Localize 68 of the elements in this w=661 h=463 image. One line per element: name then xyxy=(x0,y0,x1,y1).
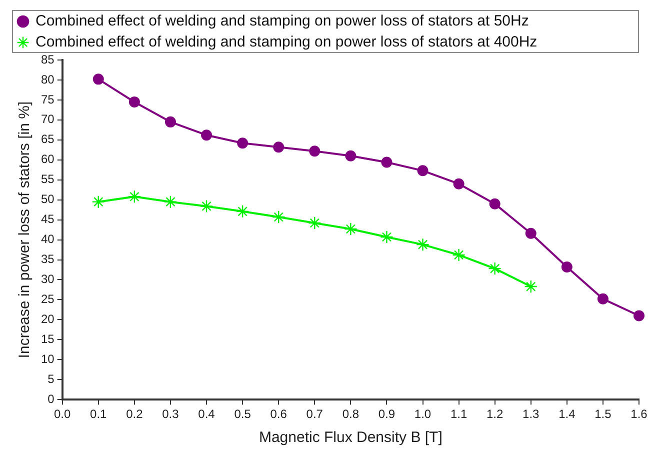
legend-label: Combined effect of welding and stamping on power loss of stators at 50Hz xyxy=(36,12,529,30)
x-tick-label: 0.0 xyxy=(54,407,72,422)
x-tick-label: 0.6 xyxy=(270,407,288,422)
point xyxy=(273,142,284,153)
point xyxy=(488,262,502,276)
y-tick-label: 0 xyxy=(48,392,55,406)
point xyxy=(309,146,320,157)
point xyxy=(92,195,105,208)
point xyxy=(308,216,322,230)
point xyxy=(561,261,572,272)
y-tick-label: 5 xyxy=(48,372,55,386)
y-tick-label: 65 xyxy=(40,132,55,146)
y-tick-label: 40 xyxy=(40,232,55,246)
point xyxy=(128,96,140,108)
y-tick-label: 80 xyxy=(40,72,55,86)
x-tick-label: 1.1 xyxy=(450,407,468,422)
y-axis-title: Increase in power loss of stators [in %] xyxy=(16,101,34,358)
point xyxy=(416,238,430,252)
x-tick-label: 0.3 xyxy=(162,407,180,422)
x-tick-label: 0.5 xyxy=(234,407,252,422)
point xyxy=(452,248,466,262)
y-tick-label: 75 xyxy=(40,92,55,106)
y-tick-label: 20 xyxy=(40,312,55,326)
y-tick-label: 45 xyxy=(40,212,55,226)
x-tick-label: 0.4 xyxy=(198,407,216,422)
point xyxy=(164,195,178,208)
point xyxy=(92,74,104,85)
y-tick-label: 25 xyxy=(40,292,55,306)
point xyxy=(201,130,212,141)
x-tick-label: 1.6 xyxy=(630,407,648,422)
x-tick-label: 1.4 xyxy=(558,407,576,422)
point xyxy=(200,200,214,213)
y-tick-label: 35 xyxy=(40,252,55,266)
point xyxy=(381,156,392,168)
x-tick-label: 1.5 xyxy=(594,407,612,422)
x-tick-label: 0.2 xyxy=(126,407,144,422)
x-axis-title: Magnetic Flux Density B [T] xyxy=(258,429,442,446)
x-tick-label: 0.9 xyxy=(378,407,396,422)
x-tick-label: 0.7 xyxy=(306,407,324,422)
point xyxy=(525,228,536,239)
y-tick-label: 85 xyxy=(40,52,55,66)
y-tick-label: 10 xyxy=(40,352,55,366)
point xyxy=(345,150,356,162)
point xyxy=(634,310,644,322)
y-tick-label: 70 xyxy=(40,112,55,126)
point xyxy=(489,198,500,210)
x-tick-label: 1.3 xyxy=(522,407,540,422)
x-tick-label: 0.1 xyxy=(90,407,108,422)
point xyxy=(164,116,176,128)
point xyxy=(417,165,428,176)
x-tick-label: 1.2 xyxy=(486,407,504,422)
point xyxy=(128,190,142,204)
point xyxy=(380,230,394,244)
legend-label: Combined effect of welding and stamping on power loss of stators at 400Hz xyxy=(36,34,538,51)
y-tick-label: 15 xyxy=(40,332,55,346)
point xyxy=(453,178,464,190)
y-tick-label: 55 xyxy=(40,172,55,186)
point xyxy=(272,210,286,224)
point xyxy=(524,280,538,294)
y-tick-label: 60 xyxy=(40,152,55,166)
y-tick-label: 50 xyxy=(40,192,55,206)
point xyxy=(236,204,250,218)
point xyxy=(237,138,248,149)
point xyxy=(344,222,358,236)
x-tick-label: 1.0 xyxy=(414,407,432,422)
x-tick-label: 0.8 xyxy=(342,407,360,422)
y-tick-label: 30 xyxy=(40,272,55,286)
point xyxy=(597,293,608,304)
